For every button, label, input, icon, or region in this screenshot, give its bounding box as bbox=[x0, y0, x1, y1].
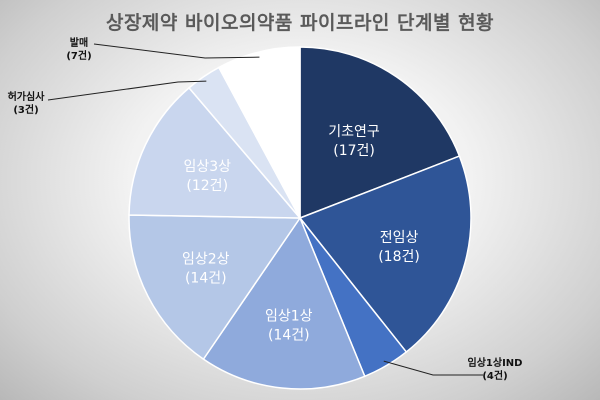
slice-label-value-2: (4건) bbox=[482, 369, 507, 382]
leader-line-7 bbox=[93, 43, 260, 59]
slice-label-name-6: 허가심사 bbox=[8, 90, 46, 103]
slice-label-name-5: 임상3상 bbox=[183, 159, 231, 175]
slice-label-value-6: (3건) bbox=[13, 103, 38, 116]
slice-label-value-1: (18건) bbox=[378, 249, 420, 265]
slice-label-value-0: (17건) bbox=[333, 143, 375, 159]
pie-slice-1 bbox=[298, 155, 472, 354]
pie-slice-3 bbox=[202, 216, 366, 390]
slice-label-value-7: (7건) bbox=[66, 49, 91, 62]
slice-label-value-3: (14건) bbox=[268, 327, 310, 343]
pie-slice-5 bbox=[128, 86, 302, 219]
pie-slice-0 bbox=[299, 46, 461, 220]
slice-label-value-4: (14건) bbox=[185, 271, 227, 287]
slice-label-name-1: 전임상 bbox=[380, 230, 419, 246]
slice-label-value-5: (12건) bbox=[186, 178, 228, 194]
leader-line-2 bbox=[383, 360, 483, 376]
pie-slice-7 bbox=[217, 46, 301, 219]
slice-label-name-0: 기초연구 bbox=[328, 124, 380, 140]
slice-label-name-7: 발매 bbox=[70, 36, 88, 49]
slice-label-name-4: 임상2상 bbox=[182, 252, 230, 268]
slice-label-name-3: 임상1상 bbox=[265, 308, 313, 324]
chart-title: 상장제약 바이오의약품 파이프라인 단계별 현황 bbox=[105, 12, 495, 34]
slice-label-name-2: 임상1상IND bbox=[468, 356, 523, 369]
leader-line-6 bbox=[47, 80, 207, 101]
pie-slice-4 bbox=[128, 214, 302, 361]
